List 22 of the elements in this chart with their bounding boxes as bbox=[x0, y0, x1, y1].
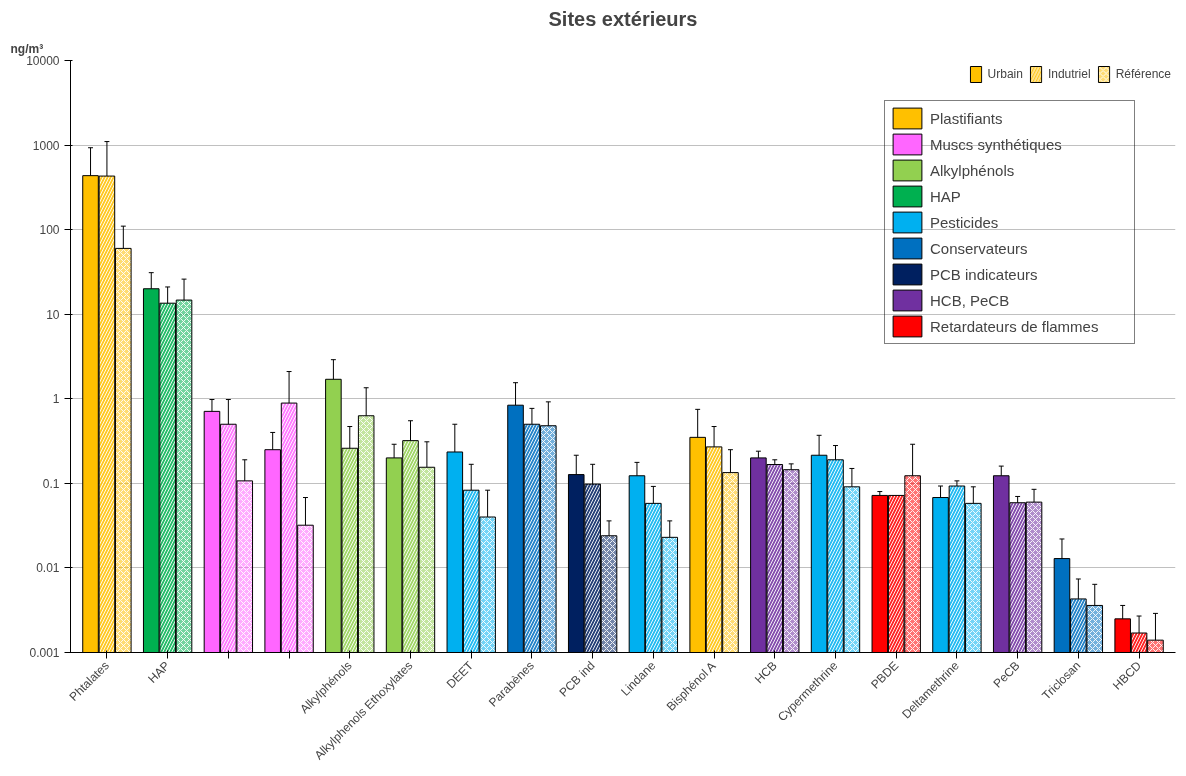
legend-label: Référence bbox=[1115, 67, 1171, 81]
y-tick-label: 1 bbox=[52, 392, 60, 407]
y-tick-label: 10 bbox=[46, 307, 60, 322]
y-tick-label: 0.01 bbox=[36, 561, 60, 576]
legend-label: PCB indicateurs bbox=[930, 265, 1039, 283]
y-tick-label: 10000 bbox=[26, 54, 60, 68]
y-tick-label: 100 bbox=[39, 223, 60, 238]
legend-label: Retardateurs de flammes bbox=[930, 317, 1100, 335]
legend-label: Indutriel bbox=[1047, 67, 1091, 81]
legend-label: Pesticides bbox=[930, 213, 1000, 231]
legend-label: Muscs synthétiques bbox=[930, 135, 1063, 153]
legend-label: Urbain bbox=[987, 67, 1023, 81]
legend-label: Plastifiants bbox=[930, 109, 1004, 127]
chart-title: Sites extérieurs bbox=[548, 7, 698, 30]
legend-label: HAP bbox=[930, 187, 962, 205]
y-tick-label: 1000 bbox=[32, 138, 60, 153]
y-axis-title: ng/m³ bbox=[10, 41, 44, 56]
legend-label: HCB, PeCB bbox=[930, 291, 1011, 309]
y-tick-label: 0.1 bbox=[42, 476, 60, 491]
y-tick-label: 0.001 bbox=[29, 646, 60, 660]
legend-label: Alkylphénols bbox=[930, 161, 1016, 179]
legend-label: Conservateurs bbox=[930, 239, 1029, 257]
